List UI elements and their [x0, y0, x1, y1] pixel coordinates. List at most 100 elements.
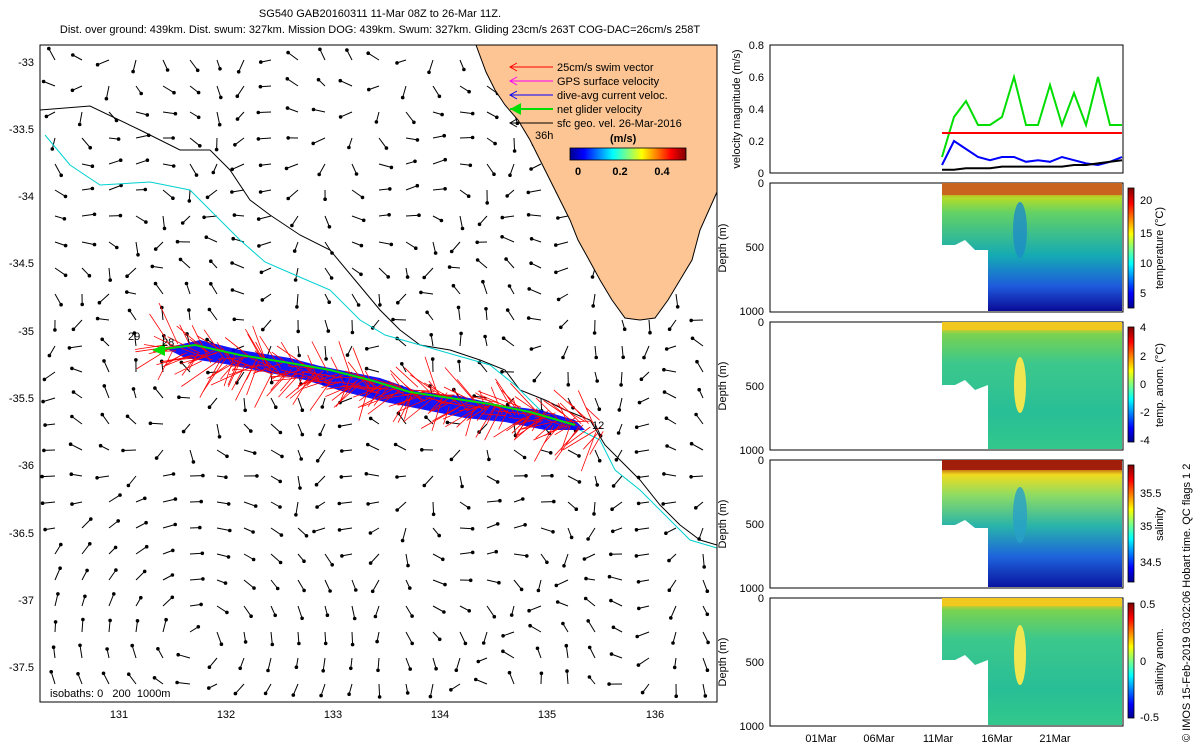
- time-axis: 01Mar 06Mar 11Mar 16Mar 21Mar: [805, 733, 1071, 745]
- velocity-arrow-head: [610, 507, 614, 512]
- velocity-arrow-shaft: [54, 293, 62, 305]
- velocity-arrow-head: [443, 187, 447, 191]
- velocity-arrow-head: [136, 253, 140, 257]
- velocity-arrow-shaft: [48, 48, 56, 61]
- velocity-arrow-head: [223, 581, 228, 585]
- velocity-arrow-shaft: [509, 163, 515, 176]
- velocity-arrow-shaft: [432, 85, 440, 97]
- velocity-arrow-head: [115, 245, 119, 250]
- velocity-arrow-shaft: [210, 283, 218, 295]
- velocity-arrow-shaft: [189, 137, 201, 147]
- velocity-arrow-head: [697, 387, 701, 392]
- swim-vector: [249, 357, 277, 370]
- velocity-arrow-shaft: [509, 672, 515, 685]
- velocity-arrow-head: [154, 456, 159, 460]
- credit-text: © IMOS 15-Feb-2019 03:02:06 Hobart time.…: [1181, 464, 1193, 742]
- velocity-arrow-head: [205, 337, 209, 342]
- net-glider-arrowhead: [152, 344, 165, 356]
- velocity-arrow-shaft: [675, 293, 679, 307]
- velocity-arrow-shaft: [297, 527, 307, 537]
- swim-vector: [403, 389, 413, 420]
- velocity-arrow-shaft: [340, 80, 353, 87]
- velocity-arrow-head: [635, 634, 639, 639]
- swim-vector: [247, 333, 267, 367]
- velocity-arrow-head: [165, 68, 170, 72]
- velocity-arrow-head: [326, 329, 331, 333]
- temp-anomaly-colorbar: [1127, 326, 1135, 443]
- velocity-arrow-head: [366, 502, 370, 506]
- velocity-arrow-shaft: [54, 241, 66, 247]
- velocity-arrow-head: [233, 143, 237, 147]
- velocity-arrow-shaft: [370, 553, 380, 564]
- velocity-arrow-head: [300, 408, 305, 413]
- velocity-arrow-shaft: [528, 317, 542, 321]
- velocity-arrow-head: [196, 625, 201, 629]
- temperature-cbar-tick-15: 15: [1140, 228, 1152, 240]
- velocity-arrow-shaft: [340, 111, 353, 118]
- temperature-cbar-tick-10: 10: [1140, 258, 1152, 270]
- velocity-arrow-shaft: [609, 576, 623, 581]
- velocity-arrow-head: [519, 587, 524, 592]
- velocity-arrow-shaft: [513, 553, 527, 557]
- velocity-arrow-shaft: [432, 135, 445, 139]
- velocity-arrow-head: [522, 455, 527, 460]
- velocity-arrow-head: [356, 303, 361, 307]
- velocity-arrow-head: [339, 475, 344, 479]
- velocity-arrow-head: [412, 120, 416, 125]
- velocity-arrow-shaft: [432, 501, 435, 515]
- velocity-arrow-shaft: [594, 397, 600, 410]
- velocity-arrow-head: [352, 616, 357, 621]
- velocity-arrow-head: [492, 614, 497, 619]
- temperature-depth-tick-500: 500: [746, 242, 764, 254]
- velocity-arrow-shaft: [155, 283, 164, 295]
- swim-vector: [285, 372, 316, 399]
- swim-vector: [521, 419, 562, 430]
- velocity-arrow-head: [70, 502, 74, 506]
- velocity-arrow-shaft: [378, 163, 392, 168]
- velocity-arrow-head: [507, 670, 512, 675]
- velocity-arrow-shaft: [395, 444, 407, 451]
- velocity-arrow-shaft: [351, 631, 354, 645]
- velocity-arrow-head: [199, 602, 203, 607]
- velocity-arrow-shaft: [103, 385, 110, 399]
- velocity-arrow-head: [595, 379, 599, 383]
- velocity-arrow-head: [552, 499, 556, 504]
- swim-vector: [517, 415, 547, 436]
- velocity-arrow-head: [484, 307, 488, 311]
- velocity-arrow-shaft: [585, 598, 596, 607]
- velocity-arrow-head: [231, 236, 235, 241]
- velocity-arrow-head: [49, 670, 53, 674]
- swim-vector: [476, 403, 492, 421]
- velocity-arrow-shaft: [70, 443, 83, 451]
- velocity-arrow-shaft: [97, 59, 110, 66]
- velocity-arrow-head: [324, 357, 328, 361]
- velocity-arrow-shaft: [238, 59, 245, 73]
- velocity-arrow-head: [389, 165, 394, 170]
- swim-vector: [271, 369, 303, 378]
- velocity-arrow-shaft: [216, 423, 220, 437]
- swim-vector: [307, 377, 334, 386]
- velocity-arrow-shaft: [528, 605, 542, 612]
- velocity-arrow-head: [218, 67, 222, 71]
- velocity-arrow-shaft: [135, 159, 148, 165]
- velocity-arrow-head: [207, 686, 211, 690]
- velocity-arrow-shaft: [312, 137, 326, 144]
- velocity-arrow-head: [311, 107, 316, 112]
- velocity-arrow-head: [59, 542, 63, 547]
- velocity-arrow-head: [150, 264, 155, 269]
- velocity-arrow-head: [278, 430, 283, 435]
- velocity-arrow-shaft: [297, 423, 303, 435]
- velocity-arrow-shaft: [258, 215, 272, 220]
- velocity-arrow-head: [243, 640, 248, 644]
- velocity-arrow-head: [279, 533, 284, 537]
- velocity-arrow-head: [269, 380, 274, 385]
- velocity-arrow-head: [40, 501, 45, 506]
- velocity-arrow-head: [63, 243, 68, 248]
- velocity-arrow-shaft: [73, 319, 83, 330]
- velocity-arrow-head: [92, 242, 97, 247]
- velocity-arrow-shaft: [53, 647, 56, 659]
- velocity-arrow-head: [703, 694, 708, 698]
- swim-vector: [180, 354, 206, 359]
- velocity-arrow-shaft: [42, 501, 56, 504]
- velocity-arrow-head: [292, 249, 297, 253]
